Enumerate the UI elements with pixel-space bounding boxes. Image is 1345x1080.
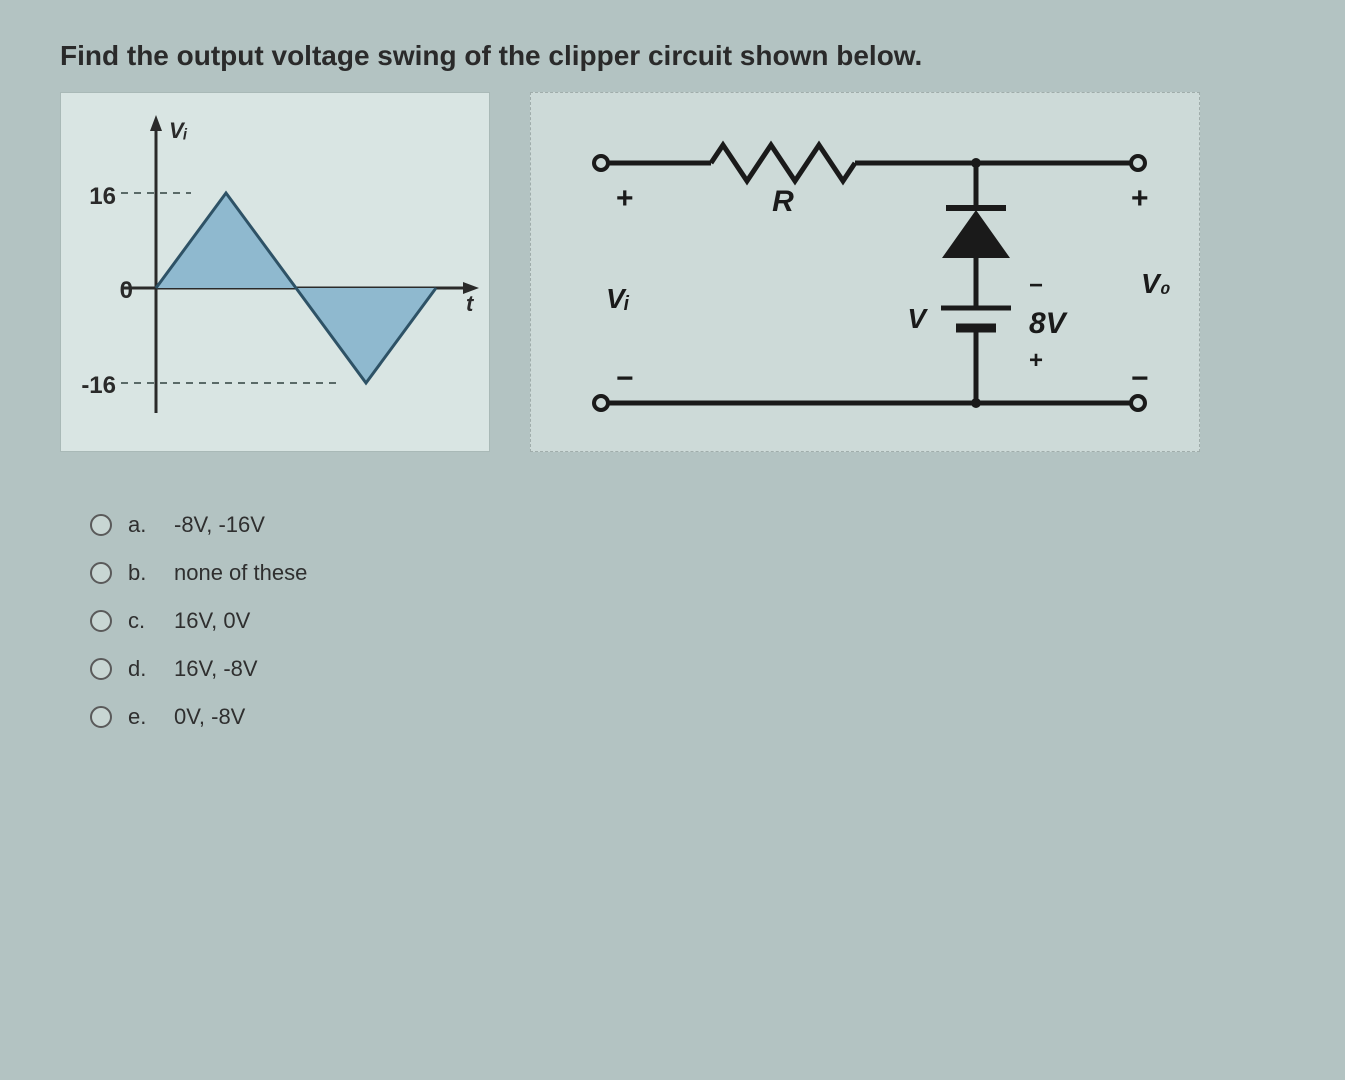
option-letter: c. xyxy=(128,608,158,634)
input-waveform-graph: 16 0 -16 Vᵢ t xyxy=(60,92,490,452)
radio-icon[interactable] xyxy=(90,658,112,680)
question-page: Find the output voltage swing of the cli… xyxy=(0,0,1345,1080)
battery-v-symbol: V xyxy=(907,303,928,334)
ytick-0: 0 xyxy=(120,277,133,304)
resistor-label: R xyxy=(772,185,794,218)
option-text: -8V, -16V xyxy=(174,512,265,538)
option-a[interactable]: a. -8V, -16V xyxy=(90,512,1285,538)
output-label: V₀ xyxy=(1141,268,1171,299)
option-d[interactable]: d. 16V, -8V xyxy=(90,656,1285,682)
output-plus: + xyxy=(1131,182,1149,215)
option-c[interactable]: c. 16V, 0V xyxy=(90,608,1285,634)
graph-svg: 16 0 -16 Vᵢ t xyxy=(61,93,491,453)
output-minus: − xyxy=(1131,362,1149,395)
radio-icon[interactable] xyxy=(90,706,112,728)
option-letter: b. xyxy=(128,560,158,586)
answer-options: a. -8V, -16V b. none of these c. 16V, 0V… xyxy=(60,512,1285,730)
circuit-svg: R + Vᵢ − + V₀ − V − 8V + xyxy=(531,93,1201,453)
x-axis-label: t xyxy=(466,291,475,316)
battery-minus: − xyxy=(1029,272,1043,299)
figure-row: 16 0 -16 Vᵢ t xyxy=(60,92,1285,452)
battery-plus: + xyxy=(1029,347,1043,374)
radio-icon[interactable] xyxy=(90,562,112,584)
option-b[interactable]: b. none of these xyxy=(90,560,1285,586)
option-text: 0V, -8V xyxy=(174,704,245,730)
battery-value: 8V xyxy=(1029,307,1069,340)
option-letter: e. xyxy=(128,704,158,730)
option-e[interactable]: e. 0V, -8V xyxy=(90,704,1285,730)
input-minus: − xyxy=(616,362,634,395)
input-plus: + xyxy=(616,182,634,215)
option-text: none of these xyxy=(174,560,307,586)
option-letter: a. xyxy=(128,512,158,538)
option-text: 16V, -8V xyxy=(174,656,258,682)
clipper-circuit-diagram: R + Vᵢ − + V₀ − V − 8V + xyxy=(530,92,1200,452)
ytick-16: 16 xyxy=(89,183,116,210)
option-letter: d. xyxy=(128,656,158,682)
option-text: 16V, 0V xyxy=(174,608,250,634)
y-axis-label: Vᵢ xyxy=(169,118,188,143)
radio-icon[interactable] xyxy=(90,514,112,536)
ytick-neg16: -16 xyxy=(81,372,116,399)
radio-icon[interactable] xyxy=(90,610,112,632)
question-prompt: Find the output voltage swing of the cli… xyxy=(60,40,1285,72)
input-label: Vᵢ xyxy=(606,283,630,314)
